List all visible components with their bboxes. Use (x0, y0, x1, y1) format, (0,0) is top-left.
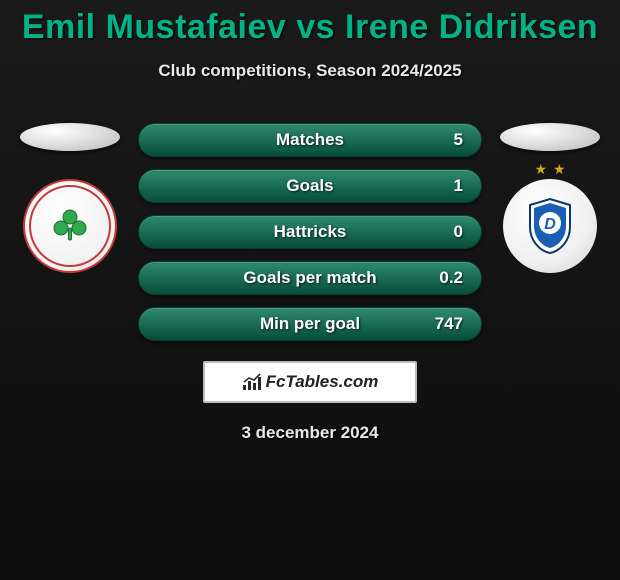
stat-label: Goals per match (243, 268, 376, 288)
stat-value: 0 (454, 222, 463, 242)
stat-label: Goals (286, 176, 333, 196)
right-player-photo-placeholder (500, 123, 600, 151)
stat-value: 5 (454, 130, 463, 150)
stat-bars: Matches 5 Goals 1 Hattricks 0 Goals per … (138, 123, 482, 341)
stat-bar-goals: Goals 1 (138, 169, 482, 203)
star-icon: ★ (553, 161, 566, 178)
stat-value: 0.2 (439, 268, 463, 288)
star-icon: ★ (534, 161, 547, 178)
stat-bar-matches: Matches 5 (138, 123, 482, 157)
site-logo[interactable]: FcTables.com (203, 361, 417, 403)
subtitle: Club competitions, Season 2024/2025 (0, 61, 620, 81)
stat-value: 747 (435, 314, 463, 334)
stat-value: 1 (454, 176, 463, 196)
shield-icon: D (526, 197, 574, 255)
logo-text: FcTables.com (266, 372, 379, 392)
left-club-badge (23, 179, 117, 273)
badge-stars: ★ ★ (534, 161, 565, 178)
stat-label: Hattricks (274, 222, 347, 242)
shamrock-icon (50, 206, 90, 246)
comparison-panel: Matches 5 Goals 1 Hattricks 0 Goals per … (0, 123, 620, 341)
stat-bar-min-per-goal: Min per goal 747 (138, 307, 482, 341)
left-player-column (20, 123, 120, 273)
svg-text:D: D (544, 216, 556, 233)
chart-icon (242, 373, 264, 391)
date-label: 3 december 2024 (0, 423, 620, 443)
stat-label: Matches (276, 130, 344, 150)
left-player-photo-placeholder (20, 123, 120, 151)
stat-bar-goals-per-match: Goals per match 0.2 (138, 261, 482, 295)
stat-bar-hattricks: Hattricks 0 (138, 215, 482, 249)
stat-label: Min per goal (260, 314, 360, 334)
page-title: Emil Mustafaiev vs Irene Didriksen (0, 0, 620, 47)
right-player-column: ★ ★ D (500, 123, 600, 273)
right-club-badge: ★ ★ D (503, 179, 597, 273)
